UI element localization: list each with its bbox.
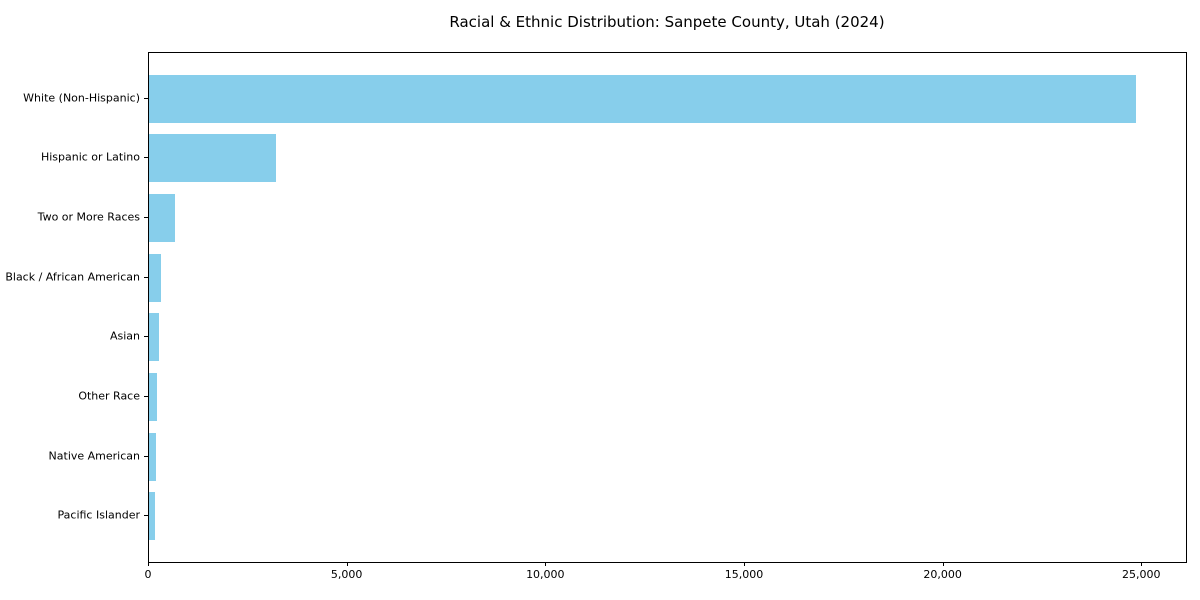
bar xyxy=(149,193,176,242)
bar xyxy=(149,432,157,481)
x-tick-label: 10,000 xyxy=(526,568,565,581)
y-tick-label: Native American xyxy=(48,449,140,463)
y-tick-label: Two or More Races xyxy=(37,210,140,224)
chart-title: Racial & Ethnic Distribution: Sanpete Co… xyxy=(449,13,885,31)
x-tick-mark xyxy=(148,562,149,566)
y-tick-label: Asian xyxy=(109,329,140,343)
x-tick-label: 5,000 xyxy=(330,568,363,581)
x-tick-mark xyxy=(1141,562,1143,566)
y-tick-mark xyxy=(144,276,148,278)
y-tick-mark xyxy=(144,157,148,159)
y-tick-label: Black / African American xyxy=(5,270,140,284)
bar xyxy=(149,373,158,422)
x-tick-label: 0 xyxy=(144,568,152,581)
bar xyxy=(149,313,160,362)
y-tick-mark xyxy=(144,396,148,398)
y-tick-label: Hispanic or Latino xyxy=(40,150,140,164)
bar xyxy=(149,253,161,302)
y-tick-label: Pacific Islander xyxy=(57,508,140,522)
x-tick-label: 15,000 xyxy=(724,568,764,581)
x-tick-label: 25,000 xyxy=(1122,568,1161,581)
y-tick-label: White (Non-Hispanic) xyxy=(23,91,140,105)
bar xyxy=(149,134,277,183)
x-tick-mark xyxy=(942,562,944,566)
y-tick-mark xyxy=(144,97,148,99)
x-tick-label: 20,000 xyxy=(923,568,962,581)
x-tick-mark xyxy=(743,562,745,566)
bar xyxy=(149,74,1137,123)
y-tick-mark xyxy=(144,216,148,218)
y-tick-mark xyxy=(144,515,148,517)
x-tick-mark xyxy=(346,562,348,566)
y-tick-mark xyxy=(144,455,148,457)
bar xyxy=(149,492,156,541)
plot-area xyxy=(148,52,1187,563)
y-tick-label: Other Race xyxy=(78,389,140,403)
x-tick-mark xyxy=(545,562,547,566)
y-tick-mark xyxy=(144,336,148,338)
